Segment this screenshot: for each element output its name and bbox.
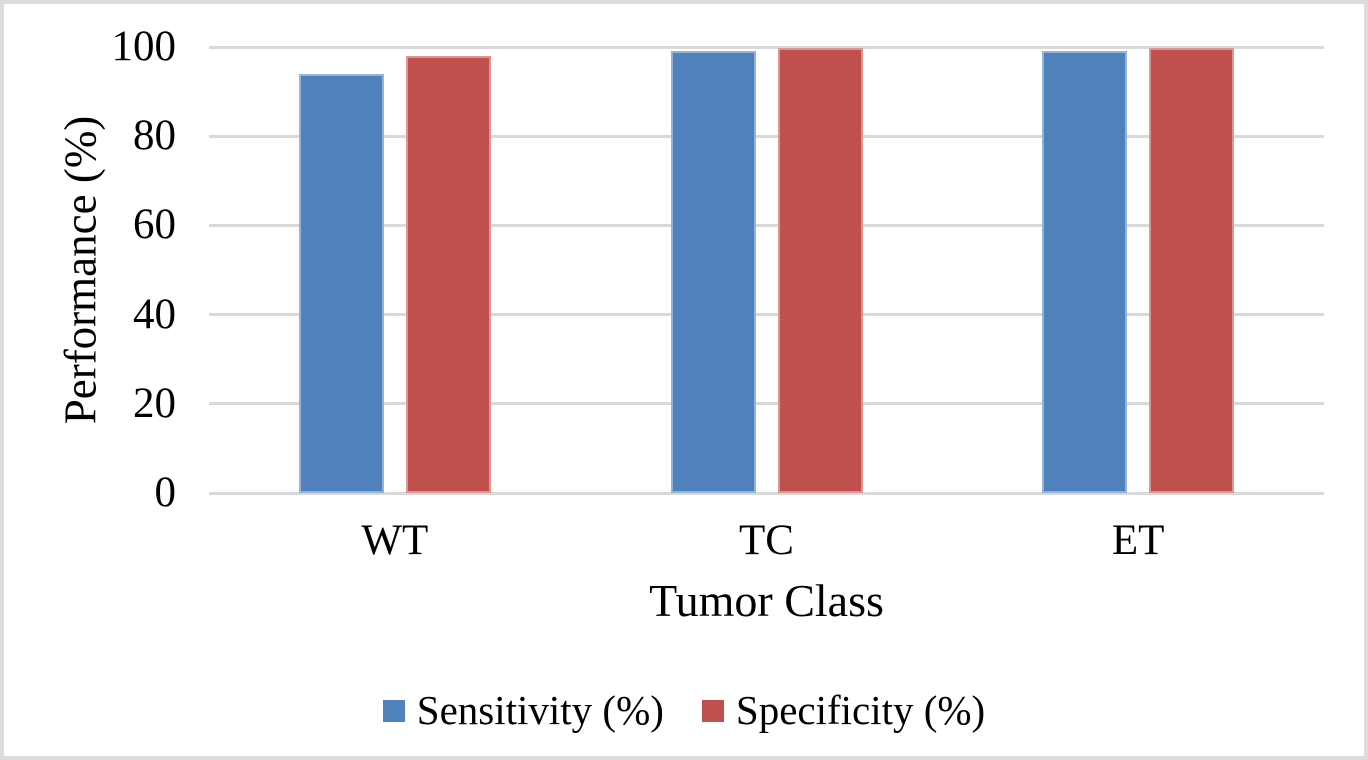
y-tick-label-100: 100 [111,23,177,70]
gridline-y-80 [209,134,1324,138]
legend-entry-sensitivity: Sensitivity (%) [382,687,664,733]
y-tick-label-0: 0 [154,469,177,516]
y-tick-label-20: 20 [133,379,176,427]
y-axis-title: Performance (%) [55,115,105,425]
bar-wt-specificity [405,55,491,493]
gridline-y-100 [209,45,1324,49]
x-category-label-et: ET [1111,517,1165,564]
gridline-y-20 [209,402,1324,406]
bar-tc-specificity [777,47,863,493]
legend-swatch-icon [701,699,724,722]
y-tick-label-40: 40 [133,290,176,338]
y-tick-label-80: 80 [133,112,176,160]
legend-label: Sensitivity (%) [416,687,664,733]
x-axis-title: Tumor Class [649,575,884,626]
bar-et-sensitivity [1042,51,1128,493]
bar-wt-sensitivity [298,73,384,493]
legend: Sensitivity (%) Specificity (%) [4,690,1364,731]
gridline-y-0 [209,491,1324,495]
legend-label: Specificity (%) [735,687,986,733]
gridline-y-40 [209,313,1324,317]
y-tick-label-60: 60 [133,201,176,249]
bar-et-specificity [1149,47,1235,493]
gridline-y-60 [209,223,1324,227]
legend-swatch-icon [382,699,405,722]
plot-area [209,45,1324,495]
x-category-label-wt: WT [361,517,429,564]
legend-entry-specificity: Specificity (%) [701,687,986,733]
x-category-label-tc: TC [739,517,794,564]
bar-tc-sensitivity [670,51,756,493]
